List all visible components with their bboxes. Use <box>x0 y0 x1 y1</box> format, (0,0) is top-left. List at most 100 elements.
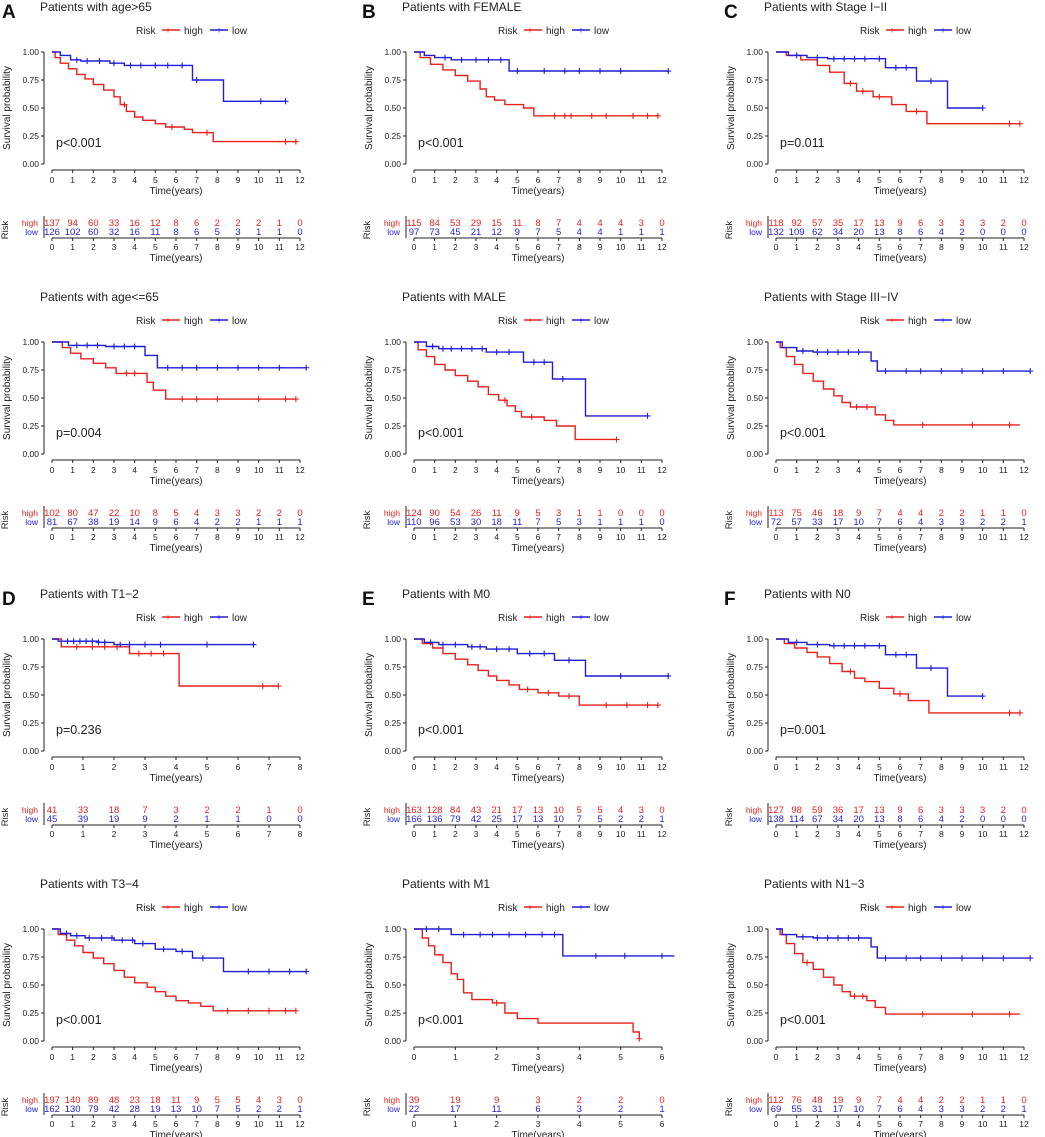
x-tick-label: 4 <box>577 1052 582 1062</box>
risk-x-tick-label: 5 <box>877 829 882 839</box>
x-tick-label: 1 <box>70 465 75 475</box>
censor-mark-low <box>617 68 624 75</box>
risk-x-tick-label: 1 <box>70 532 75 542</box>
risk-x-tick-label: 0 <box>50 242 55 252</box>
risk-count-high: 2 <box>939 508 944 519</box>
censor-mark-high <box>1006 421 1013 428</box>
risk-count-low: 3 <box>577 517 582 528</box>
risk-x-tick-label: 4 <box>494 532 499 542</box>
risk-count-high: 60 <box>88 218 99 229</box>
legend-high-mark: + <box>889 613 894 623</box>
x-tick-label: 0 <box>50 1052 55 1062</box>
risk-count-low: 57 <box>791 517 802 528</box>
x-tick-label: 10 <box>978 465 988 475</box>
censor-mark-low <box>164 364 171 371</box>
risk-x-tick-label: 0 <box>774 242 779 252</box>
censor-mark-low <box>468 345 475 352</box>
y-tick-label: 1.00 <box>22 924 39 934</box>
risk-x-tick-label: 2 <box>453 532 458 542</box>
risk-x-tick-label: 11 <box>637 829 646 839</box>
risk-count-low: 126 <box>44 227 60 238</box>
risk-count-high: 7 <box>877 508 882 519</box>
y-tick-label: 1.00 <box>384 47 401 57</box>
censor-mark-low <box>621 952 628 959</box>
censor-mark-high <box>528 414 535 421</box>
censor-mark-low <box>979 105 986 111</box>
censor-mark-low <box>84 342 91 349</box>
risk-row-low-label: low <box>25 1104 39 1114</box>
censor-mark-low <box>73 56 80 63</box>
risk-x-tick-label: 0 <box>50 532 55 542</box>
km-curve-high <box>414 638 658 706</box>
risk-count-low: 4 <box>597 227 602 238</box>
risk-count-high: 2 <box>256 218 261 229</box>
km-curve-low <box>414 341 648 417</box>
risk-count-high: 21 <box>491 805 502 816</box>
censor-mark-low <box>448 345 455 352</box>
censor-mark-low <box>851 55 858 62</box>
censor-mark-high <box>524 686 531 693</box>
risk-count-low: 138 <box>768 814 784 825</box>
risk-count-high: 0 <box>297 805 302 816</box>
censor-mark-low <box>303 968 310 975</box>
x-axis-label: Time(years) <box>874 186 927 197</box>
risk-x-tick-label: 9 <box>236 532 241 542</box>
x-tick-label: 11 <box>999 762 1008 772</box>
risk-row-high-label: high <box>22 1095 38 1105</box>
censor-mark-high <box>566 693 572 700</box>
x-tick-label: 7 <box>194 1052 199 1062</box>
risk-x-tick-label: 6 <box>898 829 903 839</box>
legend-title: Risk <box>136 903 156 914</box>
x-tick-label: 2 <box>815 762 820 772</box>
x-tick-label: 8 <box>939 762 944 772</box>
risk-x-tick-label: 7 <box>918 242 923 252</box>
risk-count-high: 9 <box>897 805 902 816</box>
legend-title: Risk <box>860 316 880 327</box>
risk-count-high: 13 <box>874 218 885 229</box>
y-tick-label: 1.00 <box>384 634 401 644</box>
legend-low-label: low <box>232 316 248 327</box>
x-tick-label: 10 <box>254 175 264 185</box>
risk-count-low: 0 <box>266 814 271 825</box>
censor-mark-low <box>526 650 533 657</box>
censor-mark-low <box>101 639 108 646</box>
risk-count-low: 4 <box>939 814 944 825</box>
risk-count-high: 90 <box>429 508 440 519</box>
risk-count-high: 18 <box>109 805 120 816</box>
x-tick-label: 2 <box>91 1052 96 1062</box>
censor-mark-high <box>73 643 80 650</box>
risk-x-tick-label: 12 <box>295 1119 305 1129</box>
y-tick-label: 0.00 <box>384 159 401 169</box>
risk-x-tick-label: 4 <box>132 1119 137 1129</box>
risk-count-high: 13 <box>533 805 544 816</box>
x-tick-label: 8 <box>215 465 220 475</box>
x-tick-label: 11 <box>637 762 646 772</box>
km-panel-6: Patients with Stage III−IV Risk + high + low 0… <box>724 290 1034 554</box>
risk-count-high: 19 <box>450 1095 461 1106</box>
censor-mark-high <box>179 396 186 403</box>
legend-low-mark: + <box>940 613 945 623</box>
risk-count-high: 0 <box>297 1095 302 1106</box>
y-axis-label: Survival probability <box>364 356 375 440</box>
x-tick-label: 7 <box>194 465 199 475</box>
y-tick-label: 0.00 <box>384 449 401 459</box>
panel-title: Patients with FEMALE <box>402 0 521 14</box>
censor-mark-low <box>876 55 883 62</box>
censor-mark-high <box>135 650 142 657</box>
y-tick-label: 0.50 <box>384 103 401 113</box>
panel-title: Patients with age<=65 <box>40 290 159 304</box>
x-tick-label: 2 <box>815 465 820 475</box>
km-panel-9: Patients with N0 Risk + high + low 0.00 0.25 0.5… <box>724 587 1029 851</box>
km-curve-low <box>776 341 1031 372</box>
panel-title: Patients with N0 <box>764 587 851 601</box>
km-curve-high <box>776 638 1020 714</box>
risk-x-tick-label: 1 <box>794 532 799 542</box>
x-tick-label: 4 <box>856 1052 861 1062</box>
legend-high-mark: + <box>527 26 532 36</box>
x-tick-label: 3 <box>836 1052 841 1062</box>
risk-row-low-label: low <box>387 517 401 527</box>
risk-x-tick-label: 11 <box>999 1119 1008 1129</box>
legend-low-label: low <box>594 903 610 914</box>
risk-count-high: 2 <box>577 1095 582 1106</box>
km-curve-low <box>414 638 669 677</box>
